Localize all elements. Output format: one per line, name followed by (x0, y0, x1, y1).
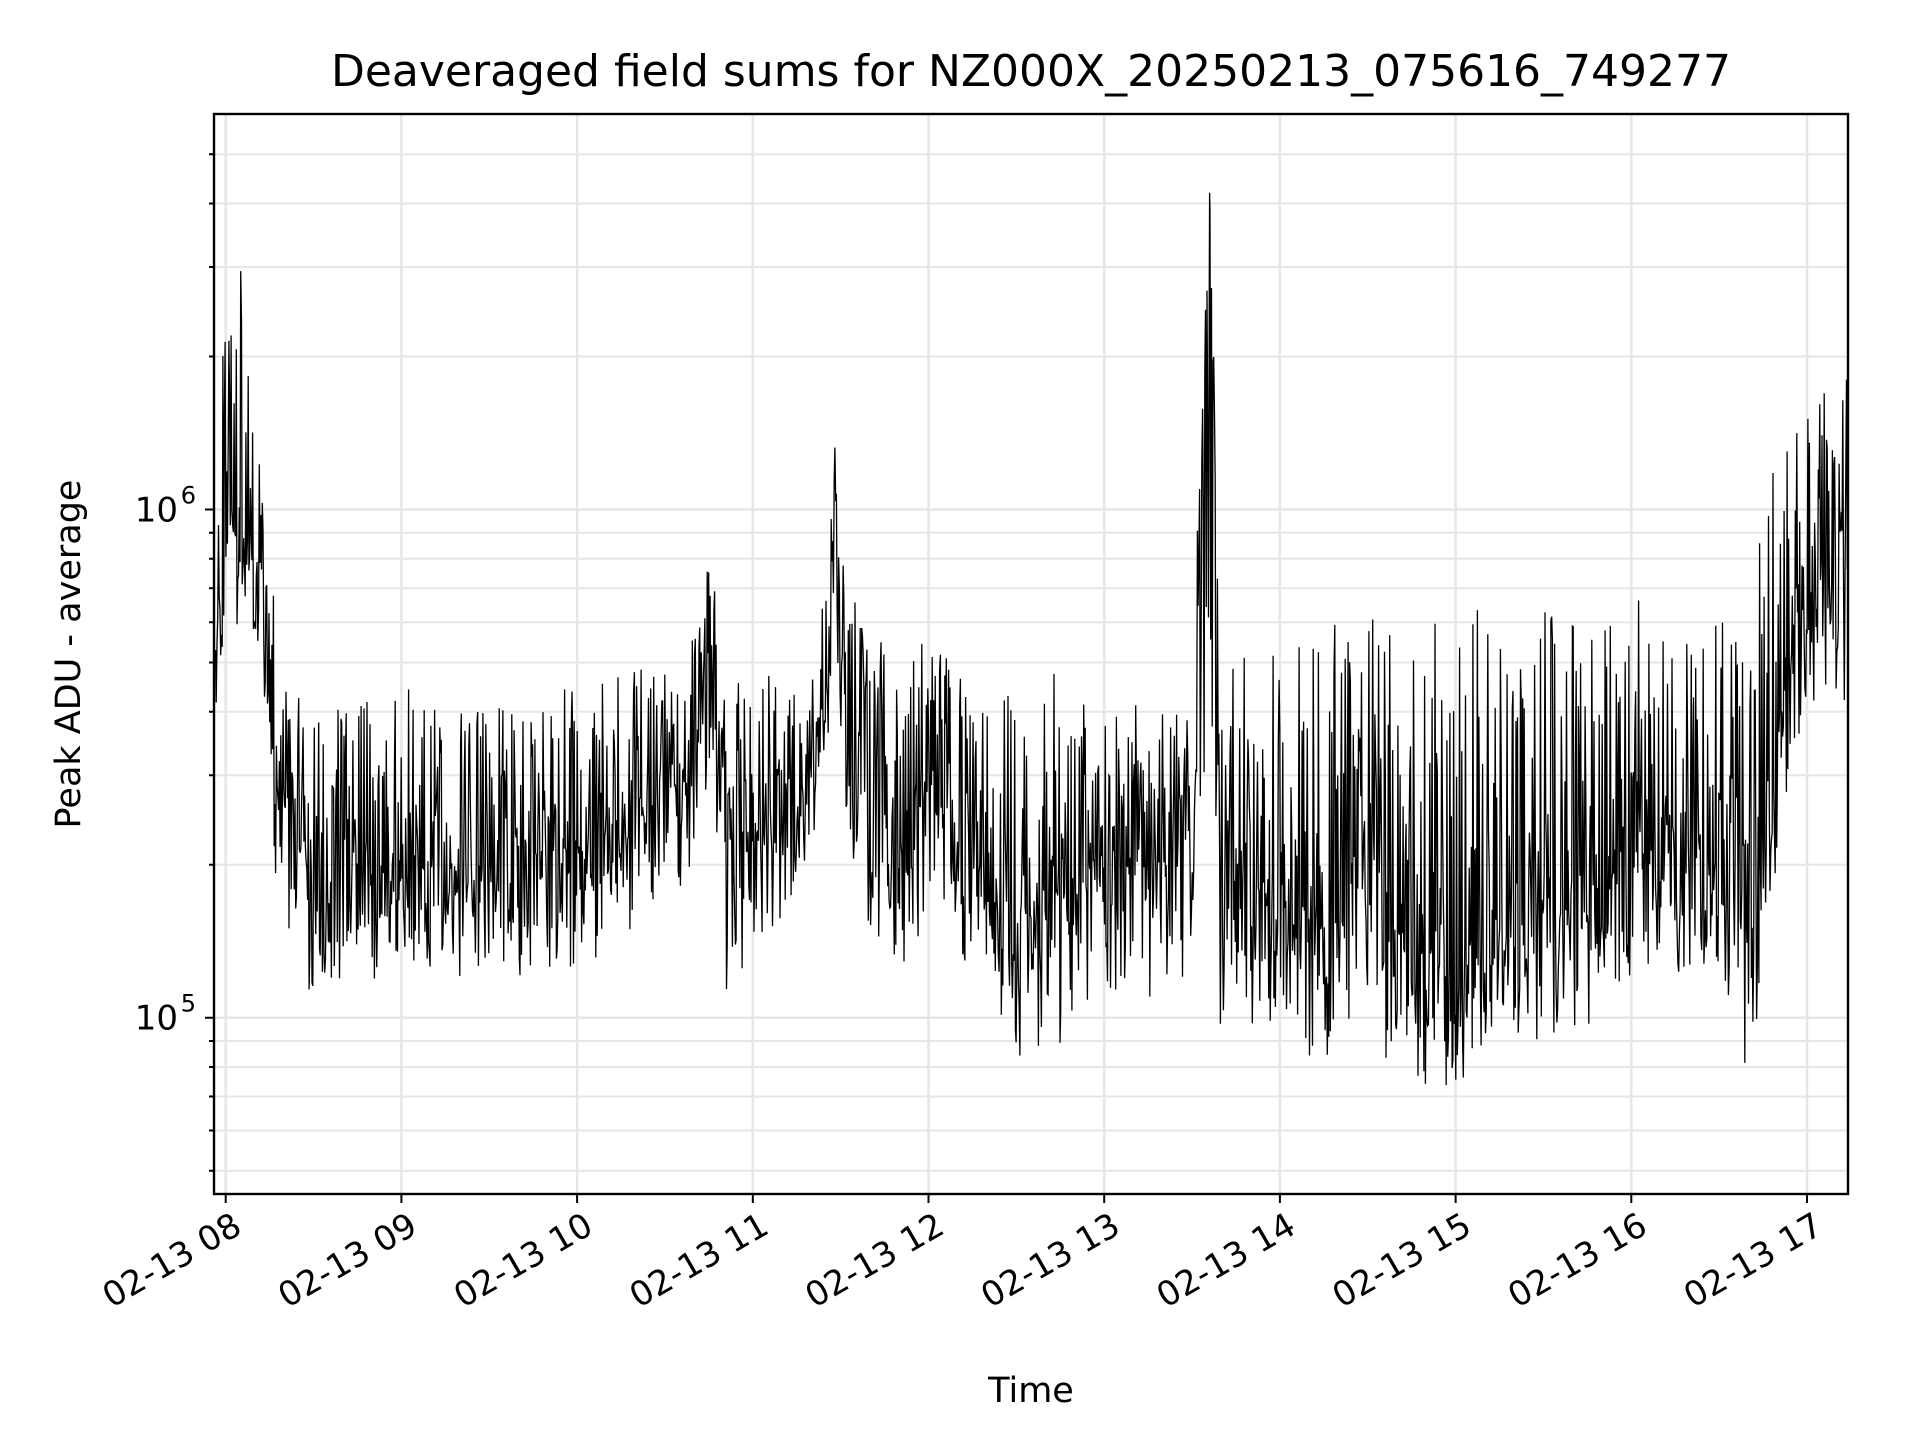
x-axis-label: Time (987, 1371, 1074, 1411)
y-tick-label: 10 (135, 999, 178, 1039)
y-tick-label: 10 (135, 490, 178, 530)
y-tick-exponent: 6 (181, 481, 196, 509)
grid (214, 114, 1848, 1194)
y-tick-exponent: 5 (181, 990, 196, 1018)
ticks (205, 153, 1809, 1203)
chart-title: Deaveraged field sums for NZ000X_2025021… (331, 46, 1731, 97)
plot-frame (212, 112, 1850, 1196)
y-axis-label: Peak ADU - average (49, 480, 89, 829)
series-line (213, 192, 1849, 1086)
series-group (213, 192, 1849, 1086)
